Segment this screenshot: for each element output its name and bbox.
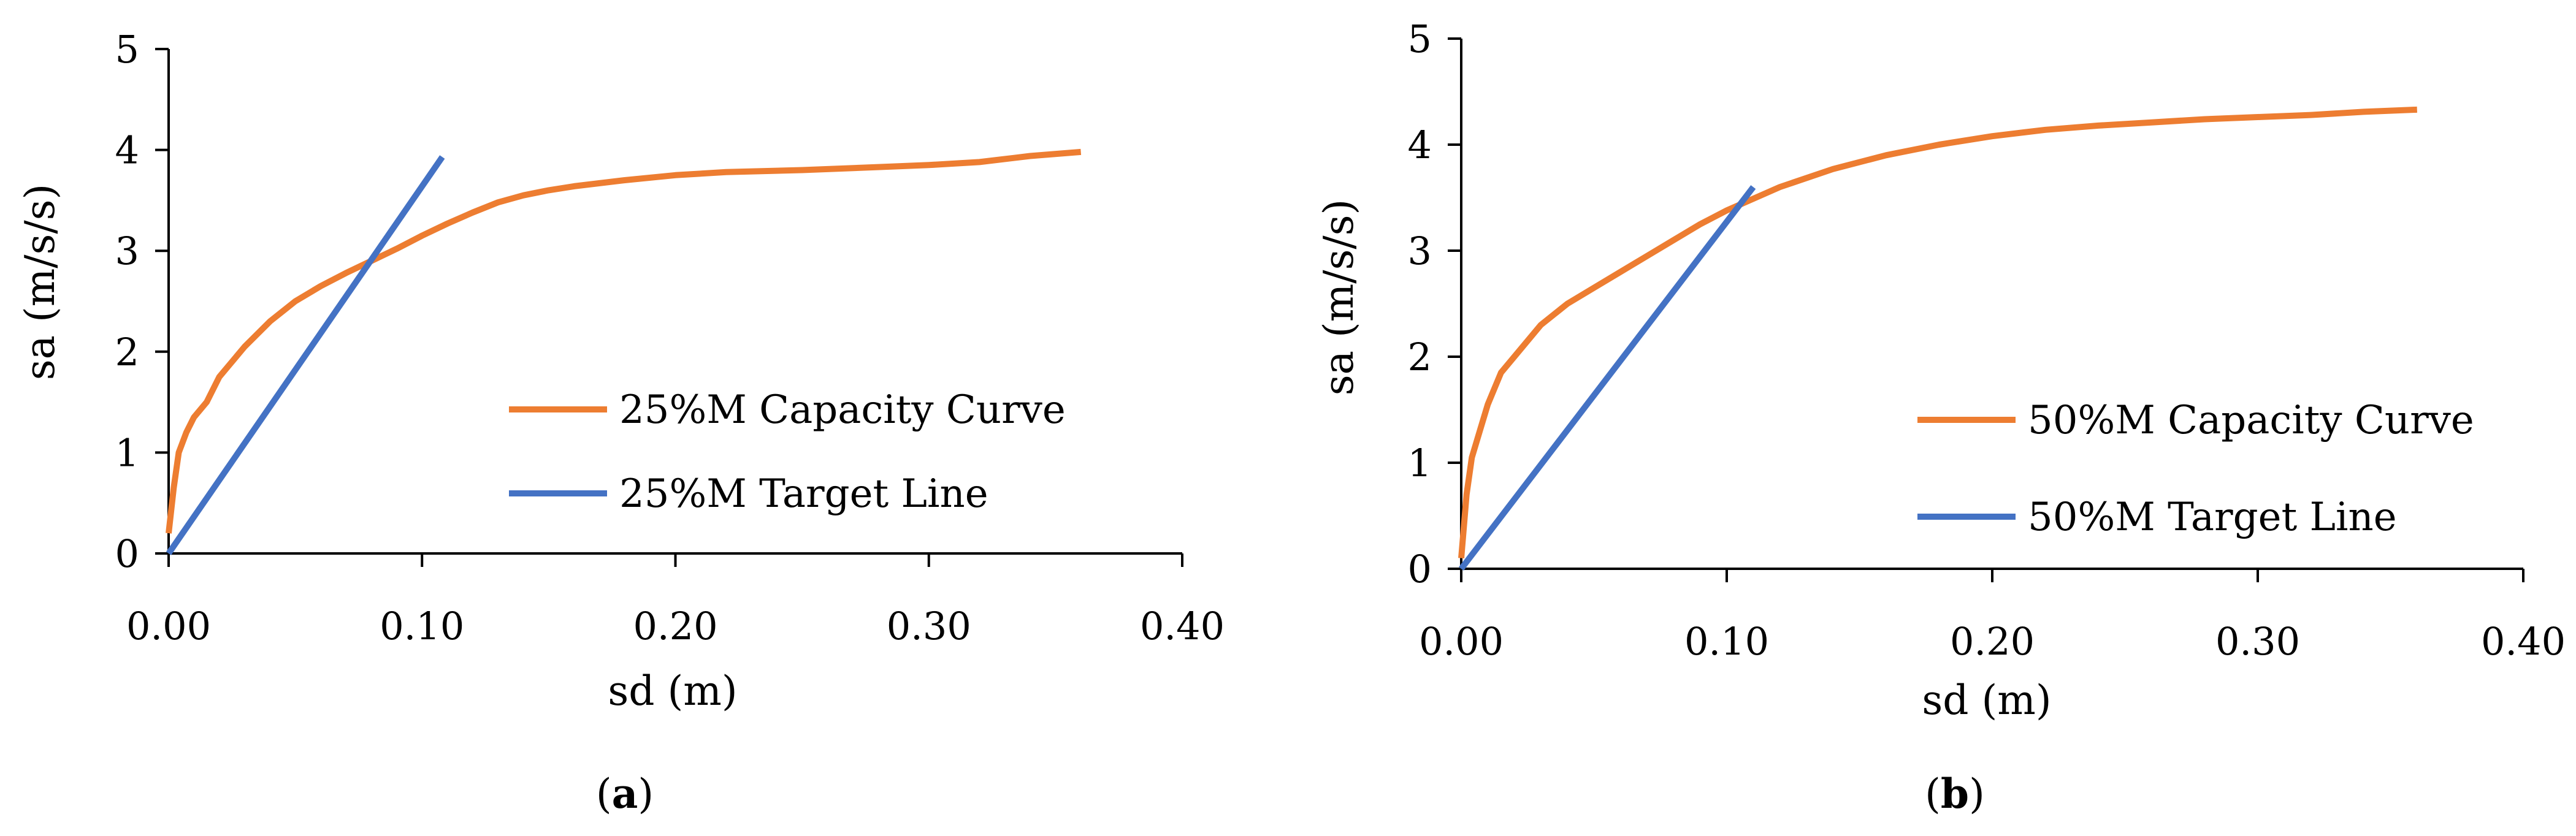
chart-panel-a: 0 1 2 3 4 5 0.00 0.10 0.20 0.30 0.40 sa (m/s/s) sd…: [17, 27, 1225, 818]
y-tick-label-a: 5: [115, 27, 139, 72]
capacity-curve-a: [166, 148, 1082, 534]
capacity-curve-b: [1458, 106, 2418, 559]
caption-open-b: (: [1925, 770, 1941, 818]
x-tick-label-a: 0.10: [380, 604, 464, 648]
chart-panel-b: 0 1 2 3 4 5 0.00 0.10 0.20 0.30 0.40 sa (m/s/s) sd…: [1315, 17, 2566, 818]
y-tick-label-b: 0: [1408, 547, 1432, 591]
caption-a: (a): [596, 770, 654, 818]
x-axis-title-b: sd (m): [1922, 677, 2051, 724]
legend-a: 25%M Capacity Curve 25%M Target Line: [509, 387, 1066, 517]
x-tick-label-b: 0.30: [2215, 619, 2300, 664]
x-axis-title-a: sd (m): [608, 667, 737, 715]
x-tick-label-b: 0.20: [1950, 619, 2035, 664]
target-line-a: [166, 155, 445, 555]
caption-close-b: ): [1969, 770, 1985, 818]
caption-b: (b): [1925, 770, 1985, 818]
x-tick-label-b: 0.00: [1419, 619, 1504, 664]
legend-label-capacity-b: 50%M Capacity Curve: [2028, 398, 2474, 443]
caption-open-a: (: [596, 770, 612, 818]
y-tick-label-b: 2: [1408, 335, 1432, 379]
y-tick-label-a: 4: [115, 128, 139, 173]
x-tick-label-b: 0.10: [1684, 619, 1769, 664]
y-tick-label-b: 3: [1408, 229, 1432, 273]
legend-label-target-b: 50%M Target Line: [2028, 495, 2397, 540]
y-tick-label-a: 0: [115, 531, 139, 576]
x-tick-label-a: 0.30: [887, 604, 971, 648]
y-tick-label-a: 3: [115, 229, 139, 273]
legend-b: 50%M Capacity Curve 50%M Target Line: [1917, 398, 2474, 540]
y-tick-label-a: 2: [115, 330, 139, 374]
x-tick-label-b: 0.40: [2481, 619, 2566, 664]
y-axis-title-b: sa (m/s/s): [1315, 199, 1363, 396]
y-tick-label-b: 5: [1408, 17, 1432, 61]
legend-label-capacity-a: 25%M Capacity Curve: [619, 387, 1066, 433]
caption-letter-b: b: [1941, 770, 1969, 818]
y-tick-label-b: 1: [1408, 441, 1432, 485]
x-tick-label-a: 0.00: [126, 604, 211, 648]
y-tick-label-b: 4: [1408, 123, 1432, 167]
y-axis-title-a: sa (m/s/s): [17, 184, 64, 381]
x-tick-label-a: 0.20: [633, 604, 717, 648]
caption-letter-a: a: [612, 770, 638, 818]
x-tick-label-a: 0.40: [1140, 604, 1225, 648]
legend-label-target-a: 25%M Target Line: [619, 471, 988, 517]
y-tick-label-a: 1: [115, 430, 139, 475]
caption-close-a: ): [638, 770, 654, 818]
target-line-b: [1459, 185, 1756, 571]
